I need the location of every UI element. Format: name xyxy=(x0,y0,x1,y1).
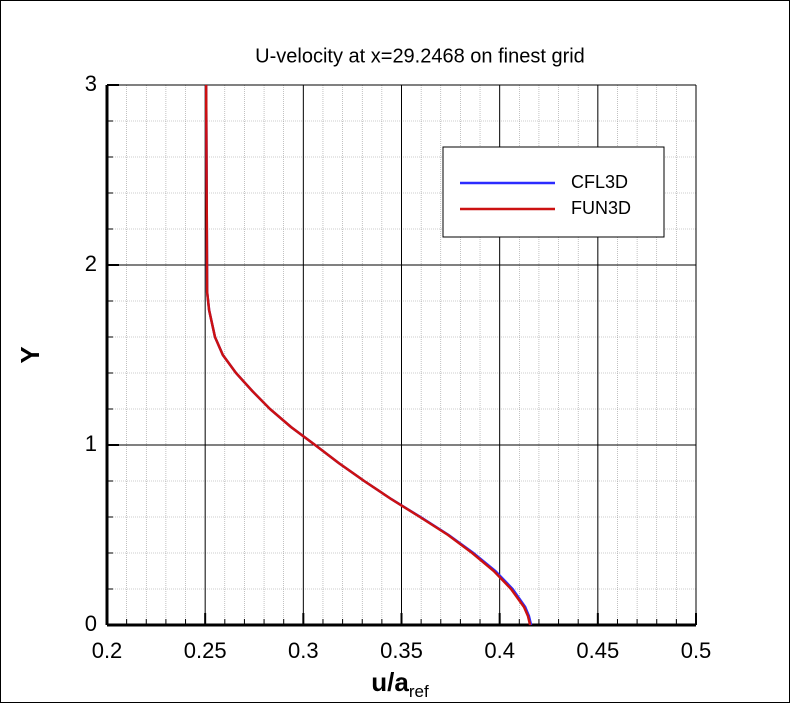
legend-label: FUN3D xyxy=(571,198,631,218)
x-tick-label: 0.5 xyxy=(681,638,712,663)
x-tick-label: 0.4 xyxy=(484,638,515,663)
x-axis-label-sub: ref xyxy=(409,682,429,701)
y-tick-label: 0 xyxy=(85,611,97,636)
x-tick-label: 0.3 xyxy=(288,638,319,663)
legend-box xyxy=(442,146,665,238)
chart-title: U-velocity at x=29.2468 on finest grid xyxy=(255,45,585,67)
x-tick-label: 0.2 xyxy=(92,638,123,663)
y-tick-label: 2 xyxy=(85,251,97,276)
x-axis-label: u/aref xyxy=(371,667,429,702)
legend: CFL3D FUN3D xyxy=(442,146,665,238)
legend-label: CFL3D xyxy=(571,172,628,192)
x-tick-label: 0.35 xyxy=(380,638,423,663)
y-axis-label: Y xyxy=(15,346,45,363)
x-tick-label: 0.45 xyxy=(576,638,619,663)
x-tick-label: 0.25 xyxy=(184,638,227,663)
plot-area: 0.2 0.25 0.3 0.35 0.4 0.45 0.5 0 1 2 3 CFL3D FUN3D xyxy=(85,71,712,663)
y-tick-label: 1 xyxy=(85,431,97,456)
x-axis-label-main: u/a xyxy=(371,667,409,697)
y-tick-label: 3 xyxy=(85,71,97,96)
series-line xyxy=(204,84,532,626)
